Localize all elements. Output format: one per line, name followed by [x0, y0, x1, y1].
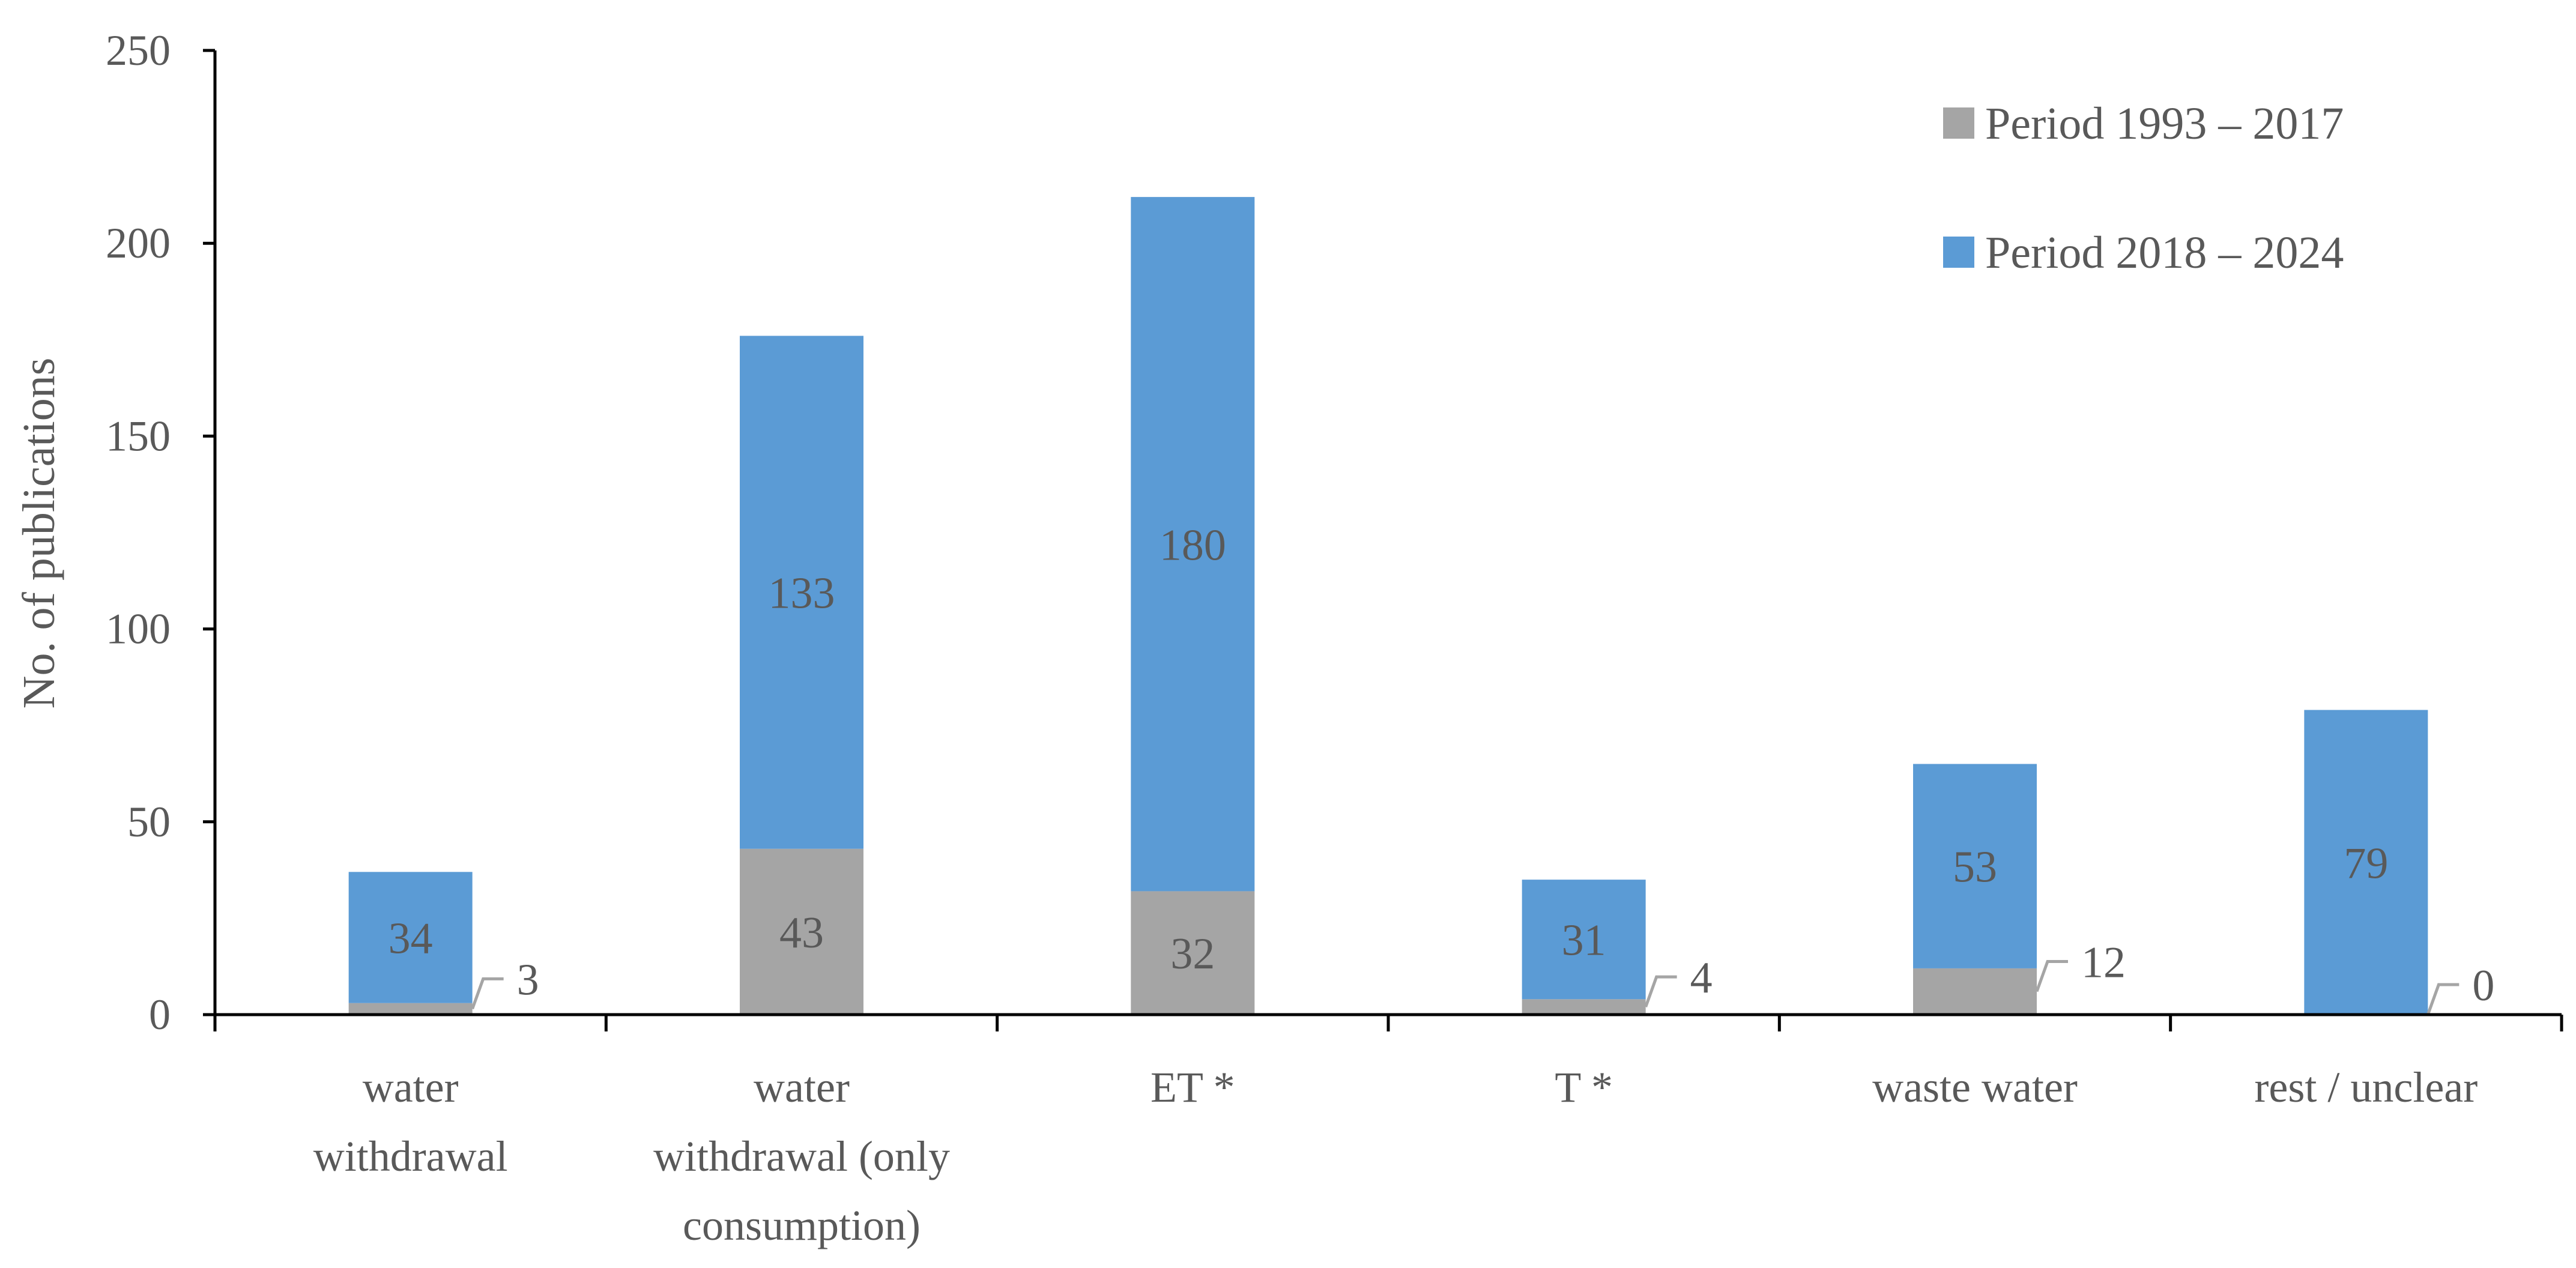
- x-category-label: water: [754, 1063, 850, 1111]
- bar-segment: [1131, 197, 1255, 892]
- bar-segment: [1913, 764, 2037, 968]
- bars: [348, 197, 2428, 1015]
- x-category-label: consumption): [683, 1201, 921, 1249]
- legend-label: Period 1993 – 2017: [1985, 98, 2344, 149]
- legend-swatch: [1943, 237, 1974, 268]
- x-axis: water withdrawal water withdrawal (only cons…: [213, 1013, 2563, 1249]
- data-label: 12: [2081, 938, 2126, 987]
- data-label: 180: [1160, 521, 1226, 570]
- bar-segment: [1522, 999, 1646, 1015]
- data-label: 53: [1953, 843, 1997, 892]
- y-axis: 0 50 100 150 200 250: [106, 26, 217, 1039]
- leader-line: [2426, 983, 2460, 1015]
- leader-line: [2035, 959, 2068, 992]
- y-axis-title: No. of publications: [14, 358, 64, 709]
- legend-swatch: [1943, 107, 1974, 139]
- data-label: 4: [1690, 953, 1713, 1003]
- bar-segment: [2304, 710, 2428, 1015]
- x-category-label: water: [363, 1063, 459, 1111]
- y-tick-label: 250: [106, 26, 171, 74]
- y-tick-label: 100: [106, 605, 171, 653]
- data-label: 3: [517, 955, 539, 1004]
- bar-segment: [1131, 891, 1255, 1015]
- bar-segment: [348, 872, 473, 1003]
- legend-label: Period 2018 – 2024: [1985, 228, 2344, 278]
- leader-line: [471, 977, 504, 1010]
- bar-segment: [348, 1003, 473, 1015]
- data-label: 79: [2344, 839, 2388, 888]
- data-label: 31: [1562, 916, 1606, 965]
- y-tick-label: 0: [149, 991, 171, 1039]
- bar-segment: [740, 336, 863, 849]
- bar-segment: [1522, 880, 1646, 1000]
- x-category-label: T *: [1555, 1063, 1613, 1111]
- x-category-label: withdrawal: [313, 1132, 508, 1180]
- legend: Period 1993 – 2017 Period 2018 – 2024: [1943, 98, 2344, 278]
- y-tick-label: 200: [106, 219, 171, 267]
- x-category-label: waste water: [1872, 1063, 2078, 1111]
- data-label: 43: [779, 908, 824, 958]
- data-label: 133: [769, 569, 835, 618]
- bar-segment: [740, 848, 863, 1015]
- data-labels: 3 34 43 133 32 180 4 31 12 53 0 79: [389, 521, 2494, 1015]
- leader-line: [1644, 975, 1677, 1007]
- x-category-label: ET *: [1150, 1063, 1235, 1111]
- x-category-label: withdrawal (only: [653, 1132, 950, 1180]
- data-label: 32: [1170, 929, 1215, 979]
- x-category-label: rest / unclear: [2254, 1063, 2478, 1111]
- y-tick-label: 50: [127, 798, 171, 846]
- data-label: 34: [389, 914, 433, 964]
- data-label: 0: [2472, 961, 2494, 1010]
- bar-segment: [1913, 968, 2037, 1015]
- y-tick-label: 150: [106, 412, 171, 460]
